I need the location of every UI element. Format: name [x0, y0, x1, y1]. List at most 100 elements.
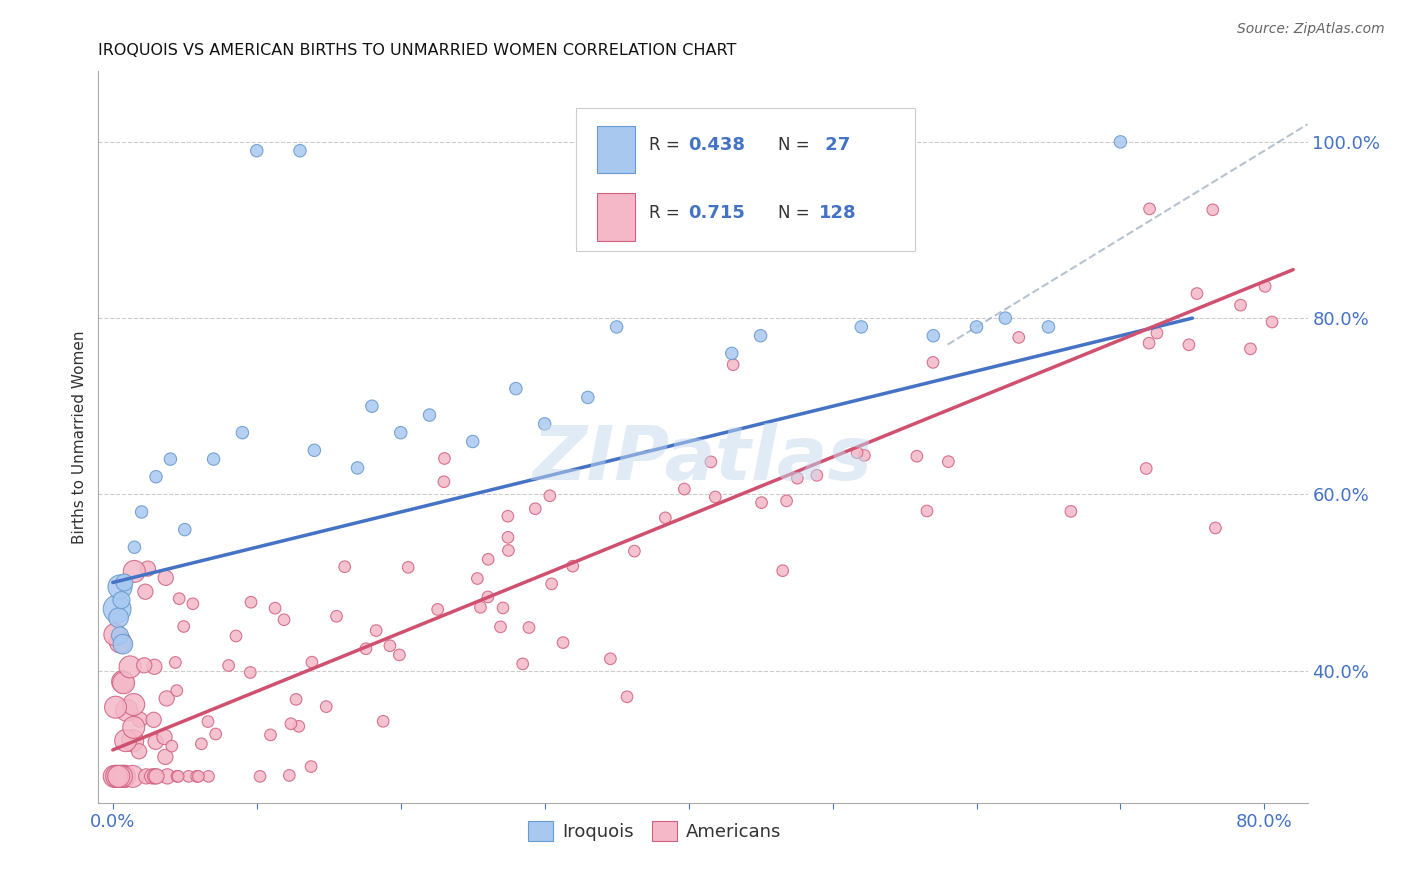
Point: [806, 468, 828, 483]
Point: [533, 417, 555, 431]
Point: [751, 495, 773, 509]
Point: [124, 540, 146, 554]
Point: [231, 425, 253, 440]
Point: [749, 328, 772, 343]
Legend: Iroquois, Americans: Iroquois, Americans: [520, 814, 789, 848]
Point: [373, 714, 395, 729]
Point: [108, 628, 131, 642]
Point: [259, 728, 281, 742]
Point: [315, 699, 337, 714]
Point: [1229, 298, 1251, 312]
Point: [239, 665, 262, 680]
Point: [120, 660, 142, 674]
Point: [517, 621, 540, 635]
Point: [512, 657, 534, 671]
Text: ZIPatlas: ZIPatlas: [533, 423, 873, 496]
Point: [606, 320, 628, 334]
Point: [246, 144, 269, 158]
Point: [173, 523, 195, 537]
Point: [561, 559, 583, 574]
Point: [498, 543, 520, 558]
Point: [477, 590, 499, 604]
Point: [915, 504, 938, 518]
Point: [240, 595, 263, 609]
Point: [122, 698, 145, 712]
Point: [576, 391, 599, 405]
Point: [145, 735, 167, 749]
Text: N =: N =: [778, 136, 815, 154]
Point: [160, 739, 183, 753]
Point: [173, 619, 195, 633]
Text: IROQUOIS VS AMERICAN BIRTHS TO UNMARRIED WOMEN CORRELATION CHART: IROQUOIS VS AMERICAN BIRTHS TO UNMARRIED…: [98, 43, 737, 58]
Point: [378, 639, 401, 653]
Text: N =: N =: [778, 204, 815, 222]
Text: R =: R =: [648, 204, 685, 222]
Point: [190, 737, 212, 751]
Text: 128: 128: [820, 204, 856, 222]
Point: [772, 564, 794, 578]
Point: [1038, 320, 1060, 334]
Point: [551, 635, 574, 649]
Point: [426, 602, 449, 616]
Point: [489, 620, 512, 634]
Point: [105, 602, 128, 616]
Point: [155, 750, 177, 764]
Point: [115, 703, 138, 717]
Point: [197, 714, 219, 729]
Point: [122, 720, 145, 734]
Point: [418, 408, 440, 422]
Point: [165, 656, 187, 670]
Point: [470, 600, 492, 615]
Point: [186, 769, 208, 783]
Point: [1139, 202, 1161, 216]
Point: [1239, 342, 1261, 356]
Point: [540, 577, 562, 591]
Point: [922, 328, 945, 343]
Point: [218, 658, 240, 673]
Point: [1109, 135, 1132, 149]
Point: [112, 769, 135, 783]
Point: [1202, 202, 1225, 217]
Point: [938, 455, 960, 469]
Point: [775, 494, 797, 508]
Point: [467, 572, 489, 586]
Point: [285, 692, 308, 706]
Point: [599, 652, 621, 666]
Point: [288, 144, 311, 158]
Point: [366, 624, 388, 638]
Point: [346, 461, 368, 475]
Point: [616, 690, 638, 704]
Point: [114, 733, 136, 747]
Point: [204, 727, 226, 741]
Point: [851, 320, 873, 334]
Text: 27: 27: [820, 136, 851, 154]
Point: [433, 451, 456, 466]
Point: [496, 509, 519, 524]
Point: [477, 552, 499, 566]
Text: 0.438: 0.438: [689, 136, 745, 154]
Point: [112, 575, 135, 590]
Point: [673, 482, 696, 496]
Point: [143, 660, 166, 674]
Point: [846, 445, 869, 459]
Point: [187, 769, 209, 783]
Point: [654, 511, 676, 525]
Point: [153, 730, 176, 744]
Point: [107, 611, 129, 625]
Point: [1185, 286, 1208, 301]
Point: [181, 597, 204, 611]
Point: [110, 635, 132, 649]
Point: [278, 768, 301, 782]
Point: [966, 320, 988, 334]
Point: [1146, 326, 1168, 340]
Point: [155, 571, 177, 585]
Point: [299, 759, 322, 773]
Point: [288, 719, 311, 733]
Point: [111, 769, 134, 783]
Point: [104, 627, 127, 641]
Point: [105, 769, 128, 783]
Point: [700, 455, 723, 469]
Point: [905, 449, 928, 463]
Text: Source: ZipAtlas.com: Source: ZipAtlas.com: [1237, 22, 1385, 37]
Point: [104, 700, 127, 714]
